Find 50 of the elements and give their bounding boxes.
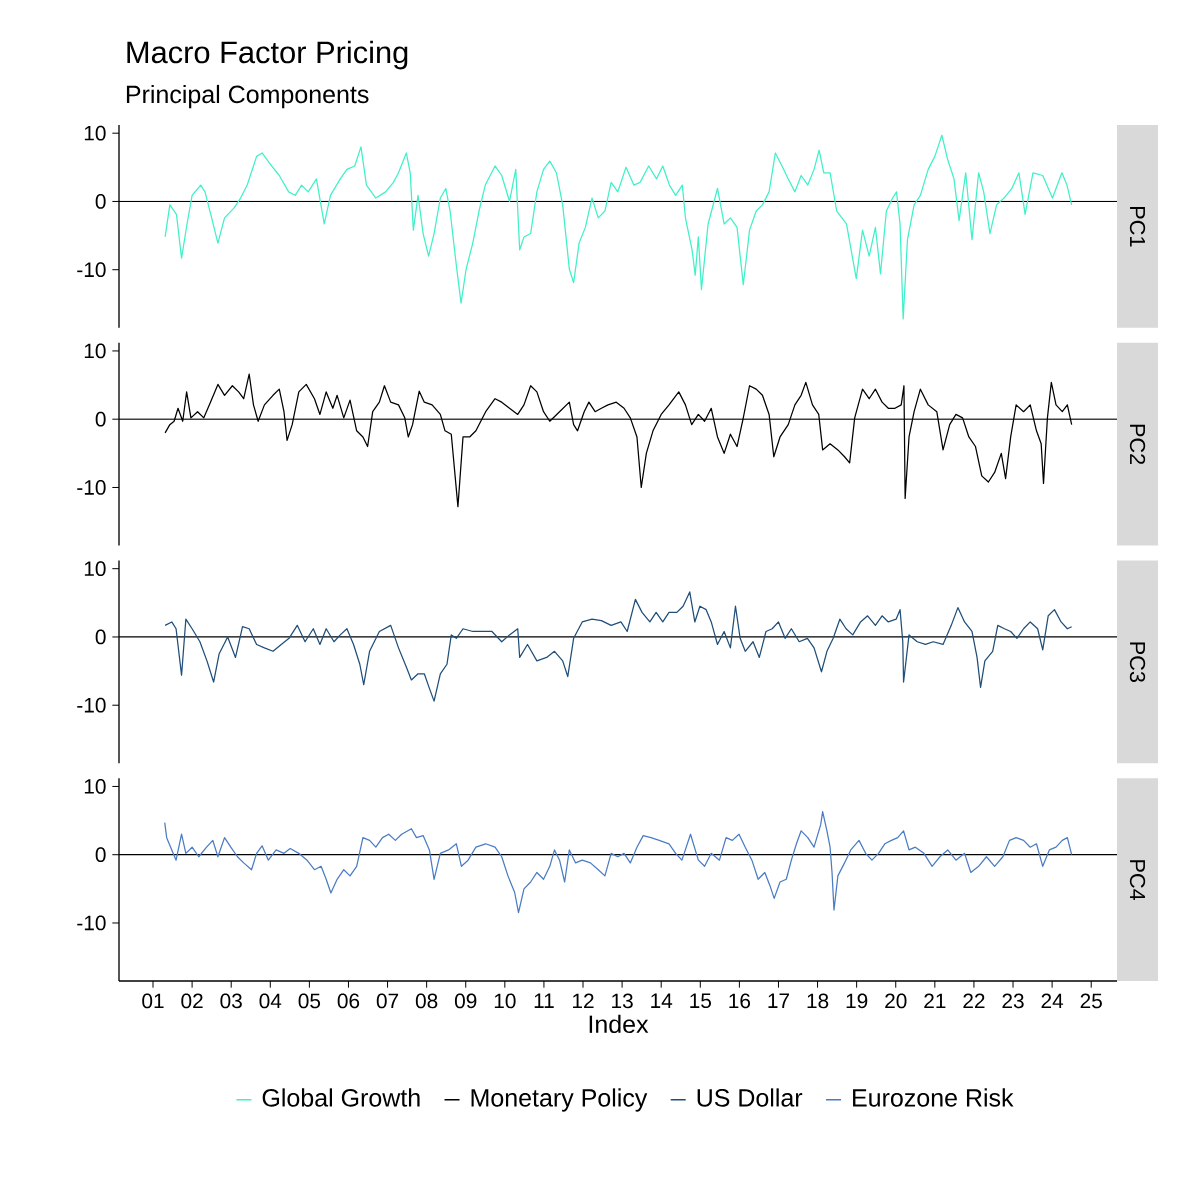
y-tick-label: -10 bbox=[77, 480, 106, 495]
y2-axis-title: PC3 bbox=[1129, 642, 1146, 682]
x-tick-label: 25 bbox=[1080, 993, 1102, 1009]
x-tick-label: 14 bbox=[651, 993, 673, 1008]
y-tick-label: -10 bbox=[77, 915, 106, 931]
y2-axis-title: PC1 bbox=[1129, 207, 1146, 247]
x-tick-label: 16 bbox=[729, 993, 751, 1009]
x-tick-label: 22 bbox=[963, 993, 985, 1009]
x-tick-label: 21 bbox=[924, 993, 946, 1009]
x-tick-label: 15 bbox=[690, 993, 711, 1009]
legend-label: Monetary Policy bbox=[471, 1088, 648, 1112]
y-tick-label: 10 bbox=[84, 561, 106, 577]
chart-title: Macro Factor Pricing bbox=[127, 40, 408, 70]
x-tick-label: 05 bbox=[298, 993, 321, 1009]
x-tick-label: 20 bbox=[885, 993, 907, 1009]
x-tick-label: 08 bbox=[415, 993, 438, 1009]
x-tick-label: 11 bbox=[534, 993, 554, 1008]
y-tick-label: -10 bbox=[77, 262, 106, 278]
y2-axis-title: PC4 bbox=[1129, 860, 1146, 901]
y-tick-label: 0 bbox=[95, 847, 106, 863]
x-tick-label: 17 bbox=[768, 993, 789, 1008]
x-tick-label: 18 bbox=[807, 993, 829, 1009]
x-tick-label: 02 bbox=[181, 993, 203, 1009]
y-tick-label: -10 bbox=[77, 697, 106, 713]
x-tick-label: 19 bbox=[846, 993, 868, 1009]
legend-label: Global Growth bbox=[262, 1088, 420, 1107]
x-tick-label: 09 bbox=[454, 993, 477, 1009]
line-series bbox=[164, 811, 1073, 914]
y-tick-label: 10 bbox=[84, 779, 106, 794]
x-tick-label: 10 bbox=[494, 993, 516, 1009]
line-series bbox=[164, 134, 1073, 320]
x-tick-label: 06 bbox=[337, 993, 360, 1009]
x-tick-label: 12 bbox=[573, 993, 594, 1009]
chart-subtitle: Principal Components bbox=[126, 84, 369, 109]
x-tick-label: 13 bbox=[612, 993, 633, 1009]
legend-label: Eurozone Risk bbox=[853, 1088, 1014, 1107]
y-tick-label: 0 bbox=[95, 411, 106, 427]
y-tick-label: 0 bbox=[95, 194, 106, 209]
y-tick-label: 10 bbox=[84, 343, 106, 359]
x-tick-label: 04 bbox=[259, 993, 282, 1009]
legend-label: US Dollar bbox=[697, 1088, 803, 1107]
x-tick-label: 01 bbox=[142, 993, 164, 1009]
x-axis-title: Index bbox=[589, 1014, 649, 1034]
y2-axis-title: PC2 bbox=[1129, 424, 1146, 465]
y-tick-label: 10 bbox=[84, 125, 106, 141]
x-tick-label: 07 bbox=[376, 993, 399, 1009]
x-tick-label: 03 bbox=[220, 993, 242, 1009]
x-tick-label: 24 bbox=[1041, 993, 1064, 1009]
y-tick-label: 0 bbox=[95, 629, 106, 645]
x-tick-label: 23 bbox=[1002, 993, 1024, 1009]
